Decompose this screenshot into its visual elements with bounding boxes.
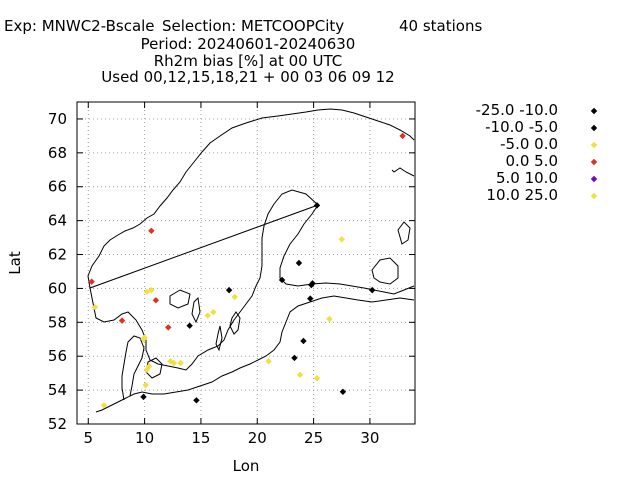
legend-marker [590, 141, 598, 149]
station-point [148, 286, 155, 294]
station-point [308, 281, 315, 289]
station-point [193, 397, 200, 404]
coastline-vattern [191, 296, 201, 324]
station-point [300, 337, 307, 345]
station-point [140, 393, 147, 401]
y-tick-label: 54 [48, 381, 67, 399]
station-point [142, 381, 149, 389]
legend-label: -25.0 -10.0 [476, 101, 558, 119]
coastline-baltics [231, 295, 415, 373]
x-axis-label: Lon [233, 457, 260, 475]
station-point [368, 286, 376, 294]
x-tick-label: 15 [191, 429, 210, 447]
station-point [231, 293, 238, 301]
x-tick-label: 10 [135, 429, 154, 447]
y-tick-label: 52 [48, 415, 67, 433]
header-experiment: Exp: MNWC2-Bscale [4, 17, 155, 35]
coastline-south-baltic [95, 371, 233, 413]
y-tick-label: 70 [48, 110, 67, 128]
station-point [210, 308, 217, 316]
legend-label: -10.0 -5.0 [485, 118, 558, 136]
station-point [225, 286, 233, 294]
y-tick-label: 60 [48, 279, 67, 297]
x-tick-label: 5 [83, 429, 93, 447]
header-selection: Selection: METCOOPCity [162, 17, 344, 35]
station-point [152, 297, 160, 304]
tick-labels: 5 10 15 20 25 30 52 54 56 58 60 62 64 66 68 70 [48, 110, 380, 447]
station-point [118, 317, 126, 324]
station-point [140, 336, 147, 343]
station-point [307, 295, 314, 302]
y-tick-label: 66 [48, 178, 67, 196]
legend-label: -5.0 0.0 [500, 135, 558, 153]
station-point [91, 303, 99, 311]
station-point [278, 276, 286, 284]
y-axis-label: Lat [6, 251, 24, 275]
coastline-oland [215, 325, 223, 352]
station-point [265, 358, 272, 365]
grid-lines [77, 102, 415, 425]
station-point [326, 315, 333, 323]
station-point [291, 354, 298, 362]
station-point [170, 359, 178, 367]
legend-marker [590, 175, 598, 183]
coastline-map [87, 108, 415, 413]
station-point [399, 132, 406, 140]
station-point [88, 278, 95, 285]
y-tick-label: 58 [48, 313, 67, 331]
legend-marker [590, 107, 598, 115]
coastline-vanern [169, 289, 191, 309]
station-point [100, 402, 108, 409]
y-tick-label: 68 [48, 144, 67, 162]
x-tick-label: 30 [360, 429, 379, 447]
coastline-scandinavia [87, 108, 415, 371]
station-point [186, 322, 193, 329]
station-point [143, 366, 151, 373]
station-point [338, 236, 345, 243]
plot-frame [76, 101, 416, 425]
header-variable: Rh2m bias [%] at 00 UTC [154, 52, 342, 70]
station-point [177, 359, 184, 367]
station-point [313, 202, 321, 209]
legend-marker [590, 124, 598, 132]
station-point [165, 324, 172, 331]
coastline-ladoga [371, 257, 399, 285]
station-point [339, 388, 347, 395]
legend: -25.0 -10.0-10.0 -5.0-5.0 0.00.0 5.05.0 … [476, 101, 598, 204]
station-point [295, 259, 303, 267]
station-point [148, 227, 155, 234]
station-point [167, 358, 174, 365]
coastline-gotland [229, 311, 241, 335]
x-tick-label: 20 [248, 429, 267, 447]
legend-label: 0.0 5.0 [506, 152, 558, 170]
header-period: Period: 20240601-20240630 [141, 35, 356, 53]
legend-marker [590, 158, 598, 166]
legend-marker [590, 192, 598, 200]
y-tick-label: 64 [48, 212, 67, 230]
coastline-finland [279, 204, 415, 295]
y-tick-label: 62 [48, 246, 67, 264]
station-points [88, 132, 406, 409]
station-point [313, 375, 321, 382]
tick-marks [77, 102, 415, 425]
header-station-count: 40 stations [399, 17, 482, 35]
plot-area: 5 10 15 20 25 30 52 54 56 58 60 62 64 66 68 70 [48, 101, 416, 447]
header-used-times: Used 00,12,15,18,21 + 00 03 06 09 12 [101, 68, 394, 86]
x-tick-label: 25 [304, 429, 323, 447]
legend-label: 5.0 10.0 [496, 169, 558, 187]
station-point [296, 371, 304, 379]
coastline-jutland [121, 335, 145, 401]
legend-label: 10.0 25.0 [486, 186, 558, 204]
station-point [204, 312, 211, 319]
y-tick-label: 56 [48, 347, 67, 365]
coastline-onega [397, 221, 411, 245]
